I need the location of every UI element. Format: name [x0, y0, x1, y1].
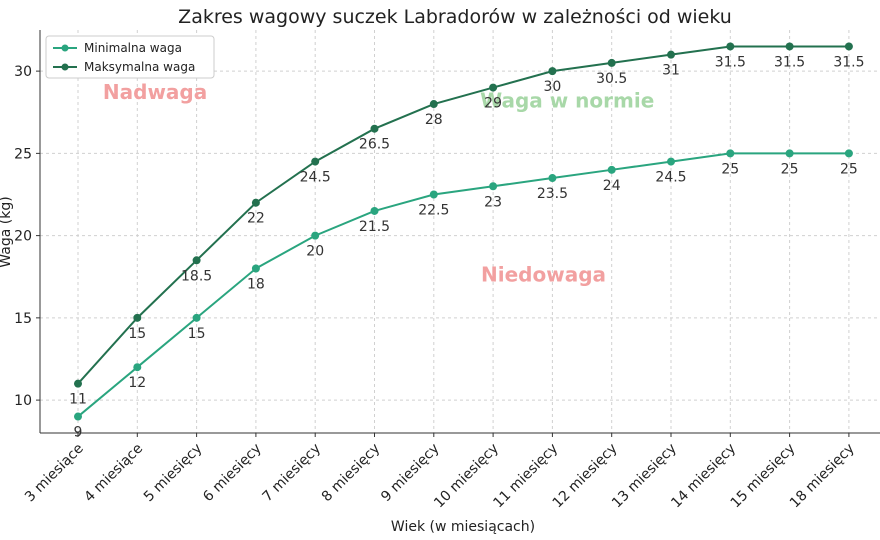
- x-tick-label: 7 miesięcy: [259, 441, 324, 506]
- data-point: [726, 42, 735, 51]
- data-point: [844, 149, 853, 158]
- data-point: [726, 149, 735, 158]
- data-label: 18.5: [181, 268, 212, 284]
- data-point: [251, 198, 260, 207]
- data-point: [785, 42, 794, 51]
- data-label: 20: [306, 244, 324, 260]
- legend-swatch-marker: [61, 63, 69, 71]
- data-label: 25: [721, 161, 739, 177]
- data-point: [370, 124, 379, 133]
- data-point: [74, 412, 82, 421]
- zone-annotations: Nadwaga Waga w normie Niedowaga: [103, 80, 654, 287]
- data-label: 29: [484, 96, 502, 112]
- data-point: [192, 256, 201, 265]
- data-label: 11: [69, 392, 87, 408]
- chart-title: Zakres wagowy suczek Labradorów w zależn…: [178, 6, 732, 28]
- y-tick-label: 10: [14, 393, 32, 409]
- data-label: 12: [128, 375, 146, 391]
- data-label: 23.5: [537, 186, 568, 202]
- series: [74, 42, 853, 421]
- zone-label: Nadwaga: [103, 80, 207, 104]
- legend-box: [45, 35, 215, 79]
- data-point: [429, 100, 438, 109]
- legend-label: Maksymalna waga: [84, 60, 195, 74]
- legend: Minimalna waga Maksymalna waga: [45, 35, 215, 79]
- data-label: 31.5: [774, 54, 805, 70]
- data-point: [548, 174, 557, 183]
- data-label: 30: [543, 79, 561, 95]
- x-tick-label: 6 miesięcy: [200, 441, 265, 506]
- data-point: [844, 42, 853, 51]
- x-tick-label: 8 miesięcy: [319, 441, 384, 506]
- y-tick-label: 25: [14, 146, 32, 162]
- series-line: [77, 45, 849, 385]
- data-point: [133, 363, 142, 372]
- series-line: [77, 152, 849, 418]
- data-label: 24.5: [655, 170, 686, 186]
- data-point: [489, 83, 498, 92]
- data-point: [607, 58, 616, 67]
- data-point: [548, 67, 557, 76]
- data-label: 18: [247, 277, 265, 293]
- axes: [39, 30, 880, 434]
- data-label: 24: [603, 178, 621, 194]
- zone-label: Waga w normie: [480, 88, 654, 112]
- data-label: 25: [781, 161, 799, 177]
- data-label: 21.5: [359, 219, 390, 235]
- data-label: 31.5: [833, 54, 864, 70]
- data-point: [311, 157, 320, 166]
- x-tick-label: 3 miesiące: [22, 441, 87, 506]
- data-label: 15: [128, 326, 146, 342]
- data-label: 22.5: [418, 202, 449, 218]
- data-label: 26.5: [359, 137, 390, 153]
- data-label: 31.5: [715, 54, 746, 70]
- data-label: 24.5: [300, 170, 331, 186]
- data-point: [429, 190, 438, 199]
- data-label: 15: [188, 326, 206, 342]
- data-point: [133, 313, 142, 322]
- data-label: 9: [74, 425, 83, 441]
- data-point: [607, 165, 616, 174]
- y-tick-label: 20: [14, 229, 32, 245]
- data-label: 22: [247, 211, 265, 227]
- data-label: 31: [662, 63, 680, 79]
- legend-label: Minimalna waga: [84, 41, 182, 55]
- x-tick-label: 4 miesiące: [81, 441, 146, 506]
- y-axis-label: Waga (kg): [0, 196, 14, 267]
- data-point: [192, 313, 201, 322]
- data-point: [251, 264, 260, 273]
- legend-swatch-marker: [61, 44, 69, 52]
- data-label: 23: [484, 194, 502, 210]
- x-tick-label: 5 miesięcy: [141, 441, 206, 506]
- data-point: [489, 182, 498, 191]
- x-axis-label: Wiek (w miesiącach): [391, 519, 535, 535]
- data-point: [667, 157, 675, 166]
- data-point: [311, 231, 320, 240]
- data-point: [74, 379, 82, 388]
- data-labels: 9 12 15 18 20 21.5 22.5 23 23.5 24 24.5 25 25 25 11 15 1…: [69, 54, 864, 440]
- y-tick-label: 30: [14, 64, 32, 80]
- zone-label: Niedowaga: [481, 263, 606, 287]
- data-label: 28: [425, 112, 443, 128]
- data-point: [370, 206, 379, 215]
- y-tick-label: 15: [14, 311, 32, 327]
- y-ticks: 10 15 20 25 30: [14, 64, 40, 409]
- grid: [40, 30, 880, 433]
- data-label: 30.5: [596, 71, 627, 87]
- data-point: [785, 149, 794, 158]
- data-label: 25: [840, 161, 858, 177]
- data-point: [667, 50, 675, 59]
- x-tick-label: 9 miesięcy: [378, 441, 443, 506]
